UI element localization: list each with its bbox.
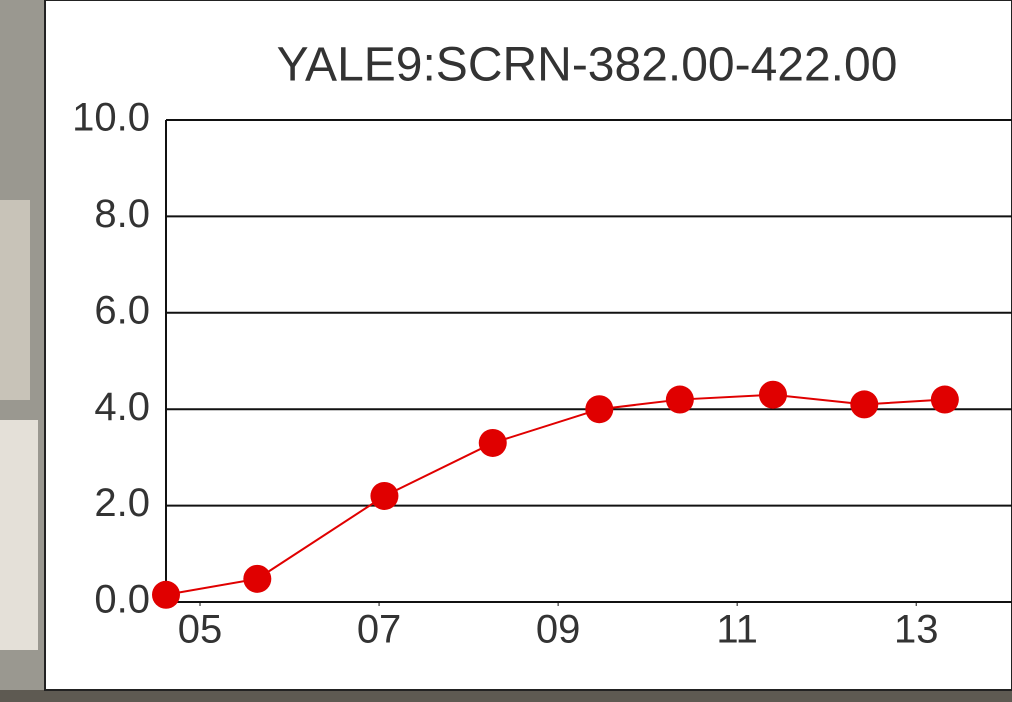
- data-point: [585, 395, 613, 423]
- map-building: [0, 200, 30, 400]
- y-tick-label: 0.0: [94, 578, 150, 622]
- y-tick-label: 6.0: [94, 288, 150, 332]
- x-tick-label: 11: [716, 608, 758, 652]
- map-building: [0, 420, 38, 650]
- x-tick-label: 09: [536, 608, 581, 652]
- data-point: [243, 565, 271, 593]
- y-tick-label: 2.0: [94, 481, 150, 525]
- data-point: [152, 581, 180, 609]
- data-point: [759, 381, 787, 409]
- chart: YALE9:SCRN-382.00-422.00 0.0 2.0 4.0 6.0 8.0…: [0, 0, 1012, 702]
- y-tick-label: 8.0: [94, 192, 150, 236]
- data-point: [370, 482, 398, 510]
- data-point: [931, 386, 959, 414]
- data-point: [850, 390, 878, 418]
- data-point: [479, 429, 507, 457]
- chart-panel: [45, 0, 1012, 690]
- x-tick-label: 07: [357, 608, 402, 652]
- data-point: [666, 386, 694, 414]
- x-tick-label: 13: [894, 608, 939, 652]
- map-strip: [0, 690, 1012, 702]
- y-tick-label: 4.0: [94, 385, 150, 429]
- chart-title: YALE9:SCRN-382.00-422.00: [277, 39, 898, 92]
- page: YALE9:SCRN-382.00-422.00 0.0 2.0 4.0 6.0 8.0…: [0, 0, 1012, 702]
- y-tick-label: 10.0: [72, 96, 150, 140]
- x-tick-label: 05: [178, 608, 223, 652]
